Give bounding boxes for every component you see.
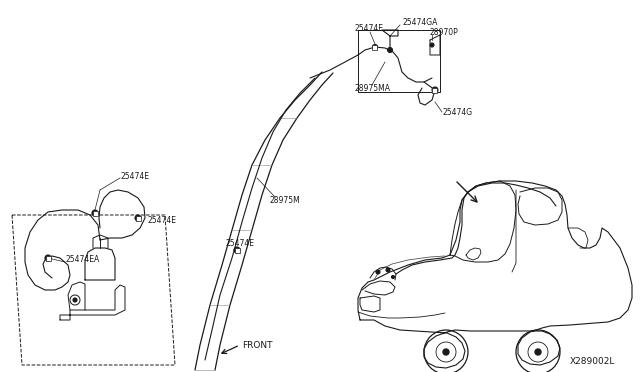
Bar bbox=[433, 87, 438, 93]
Circle shape bbox=[47, 257, 49, 260]
Circle shape bbox=[386, 268, 390, 272]
Bar bbox=[45, 256, 51, 260]
Bar bbox=[136, 215, 141, 221]
Circle shape bbox=[45, 255, 51, 261]
Bar bbox=[372, 45, 378, 49]
Bar bbox=[93, 211, 97, 215]
Text: 25474E: 25474E bbox=[225, 238, 254, 247]
Text: 25474E: 25474E bbox=[120, 171, 149, 180]
Circle shape bbox=[392, 276, 394, 279]
Circle shape bbox=[535, 349, 541, 355]
Text: 25474E: 25474E bbox=[355, 23, 384, 32]
Text: 25474G: 25474G bbox=[443, 108, 473, 116]
Circle shape bbox=[387, 48, 392, 52]
Text: 28975M: 28975M bbox=[270, 196, 301, 205]
Circle shape bbox=[236, 248, 239, 251]
Circle shape bbox=[374, 45, 376, 48]
Bar bbox=[358, 30, 440, 92]
Text: X289002L: X289002L bbox=[570, 357, 615, 366]
Circle shape bbox=[93, 212, 97, 215]
Circle shape bbox=[136, 217, 140, 219]
Circle shape bbox=[92, 210, 98, 216]
Text: 25474GA: 25474GA bbox=[403, 17, 438, 26]
Text: 28975MA: 28975MA bbox=[355, 83, 391, 93]
Circle shape bbox=[234, 247, 240, 253]
Text: 25474E: 25474E bbox=[148, 215, 177, 224]
Circle shape bbox=[443, 349, 449, 355]
Circle shape bbox=[432, 87, 438, 93]
Circle shape bbox=[376, 270, 380, 274]
Circle shape bbox=[135, 215, 141, 221]
Circle shape bbox=[372, 45, 378, 49]
Text: 28970P: 28970P bbox=[430, 28, 459, 36]
Circle shape bbox=[73, 298, 77, 302]
Circle shape bbox=[430, 43, 434, 47]
Text: FRONT: FRONT bbox=[242, 340, 273, 350]
Bar bbox=[234, 247, 239, 253]
Text: 25474EA: 25474EA bbox=[65, 256, 99, 264]
Circle shape bbox=[433, 89, 436, 92]
